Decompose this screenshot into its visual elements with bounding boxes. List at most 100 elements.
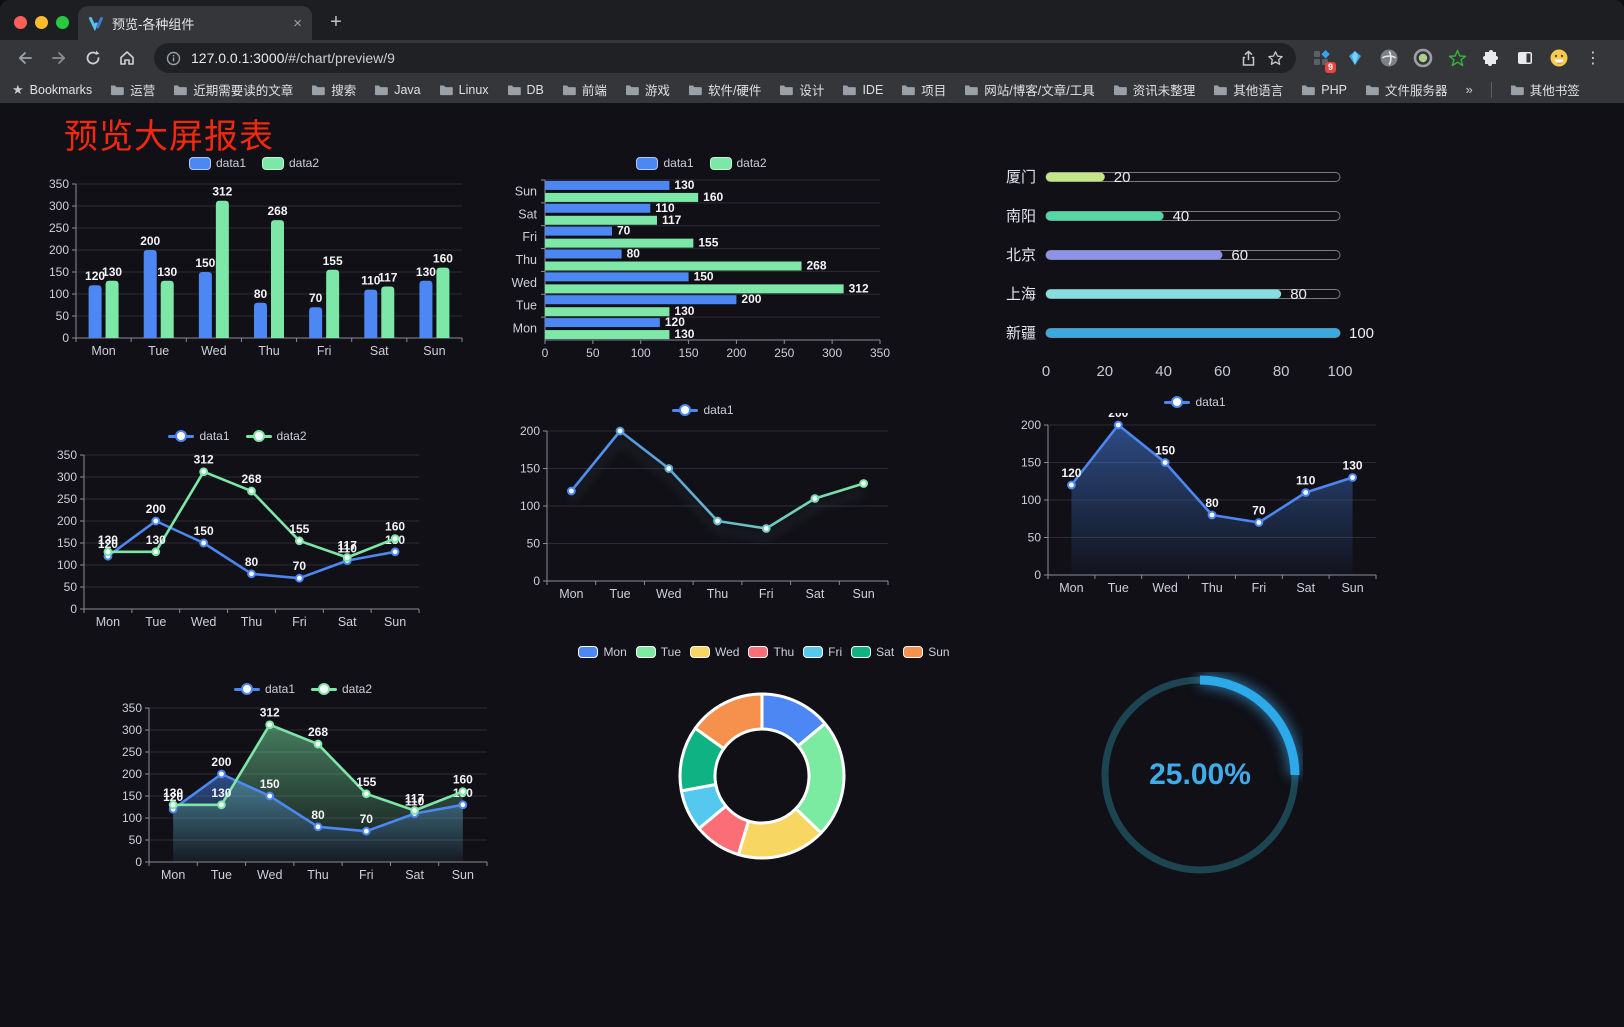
data-point[interactable] bbox=[1207, 510, 1217, 520]
bar[interactable] bbox=[271, 220, 284, 338]
data-point[interactable] bbox=[294, 573, 304, 583]
bookmark-folder[interactable]: 文件服务器 bbox=[1365, 80, 1447, 99]
data-point[interactable] bbox=[859, 479, 869, 488]
legend-item[interactable]: Fri bbox=[803, 645, 842, 659]
bookmark-folder[interactable]: DB bbox=[507, 83, 544, 97]
new-tab-button[interactable] bbox=[322, 8, 350, 36]
data-point[interactable] bbox=[410, 806, 419, 815]
data-point[interactable] bbox=[247, 569, 256, 579]
data-point[interactable] bbox=[294, 536, 304, 546]
bar[interactable] bbox=[309, 307, 323, 338]
legend-item[interactable]: data1 bbox=[188, 156, 246, 170]
bookmarks-root[interactable]: Bookmarks bbox=[12, 82, 93, 98]
bookmark-folder[interactable]: 资讯未整理 bbox=[1113, 80, 1195, 99]
data-point[interactable] bbox=[1113, 420, 1123, 430]
data-point[interactable] bbox=[168, 800, 178, 810]
bar[interactable] bbox=[143, 250, 157, 338]
data-point[interactable] bbox=[217, 800, 226, 810]
data-point[interactable] bbox=[458, 787, 468, 796]
data-point[interactable] bbox=[361, 789, 371, 799]
data-point[interactable] bbox=[1160, 458, 1170, 467]
data-point[interactable] bbox=[265, 791, 275, 801]
legend-item[interactable]: data1 bbox=[168, 429, 230, 443]
legend-item[interactable]: Sun bbox=[903, 645, 950, 659]
extension-knot-icon[interactable] bbox=[1376, 45, 1402, 71]
data-point[interactable] bbox=[313, 822, 323, 832]
area-line-chart[interactable]: data1 0 50 100 150 200 Mon Tue Wed Thu Fri Sat Sun 12… bbox=[1000, 391, 1390, 606]
gradient-line-chart[interactable]: data1 0 50 100 150 200 Mon Tue Wed Thu Fri Sat Sun bbox=[503, 399, 903, 616]
bar[interactable] bbox=[160, 280, 174, 338]
legend-item[interactable]: data1 bbox=[636, 156, 694, 170]
bar[interactable] bbox=[545, 330, 670, 340]
legend-item[interactable]: data1 bbox=[1164, 395, 1226, 409]
extension-record-icon[interactable] bbox=[1410, 45, 1436, 71]
progress-fill[interactable] bbox=[1046, 172, 1105, 182]
bookmark-folder[interactable]: 前端 bbox=[562, 80, 607, 99]
chart-canvas[interactable]: 0 50 100 150 200 250 300 350 Mon Tue Wed Thu Fri Sat S… bbox=[103, 700, 503, 888]
data-point[interactable] bbox=[458, 800, 468, 810]
bookmark-folder[interactable]: 近期需要读的文章 bbox=[173, 80, 293, 99]
data-point[interactable] bbox=[151, 516, 161, 526]
data-point[interactable] bbox=[566, 486, 576, 496]
share-icon[interactable] bbox=[1240, 50, 1257, 67]
zoom-window-button[interactable] bbox=[56, 16, 69, 29]
data-point[interactable] bbox=[664, 464, 674, 473]
data-point[interactable] bbox=[247, 486, 256, 496]
legend-item[interactable]: data2 bbox=[245, 429, 307, 443]
bookmark-folder[interactable]: Linux bbox=[439, 83, 489, 97]
bookmark-folder[interactable]: 网站/博客/文章/工具 bbox=[964, 80, 1095, 99]
line-series[interactable] bbox=[570, 429, 865, 530]
chart-canvas[interactable]: 0 50 100 150 200 Mon Tue Wed Thu Fri Sat Sun 120 200 1… bbox=[1000, 406, 1390, 601]
data-point[interactable] bbox=[615, 426, 625, 436]
legend-item[interactable]: Thu bbox=[748, 645, 794, 659]
legend-item[interactable]: data2 bbox=[311, 682, 372, 696]
bar[interactable] bbox=[545, 226, 612, 236]
bookmark-folder[interactable]: 项目 bbox=[901, 80, 946, 99]
bar[interactable] bbox=[545, 284, 844, 294]
grouped-bar-chart[interactable]: data1 data2 0 50 100 150 200 250 300 350 Mon Tue Wed… bbox=[38, 152, 470, 369]
data-point[interactable] bbox=[1301, 488, 1311, 497]
chart-canvas[interactable]: 0 50 100 150 200 Mon Tue Wed Thu Fri Sat Sun bbox=[503, 421, 903, 611]
browser-menu-icon[interactable] bbox=[1580, 45, 1606, 71]
bookmark-folder[interactable]: 搜索 bbox=[311, 80, 356, 99]
data-point[interactable] bbox=[390, 534, 400, 543]
forward-button[interactable] bbox=[44, 43, 74, 73]
legend-item[interactable]: data2 bbox=[262, 156, 319, 170]
bookmark-folder[interactable]: 设计 bbox=[779, 80, 824, 99]
chart-canvas[interactable] bbox=[572, 663, 956, 895]
data-point[interactable] bbox=[1067, 480, 1076, 490]
legend-item[interactable]: data1 bbox=[672, 403, 734, 417]
chart-canvas[interactable]: 0 50 100 150 200 250 300 350 Mon Tue Wed Thu Fri Sat S… bbox=[40, 447, 435, 635]
bookmark-folder[interactable]: 游戏 bbox=[625, 80, 670, 99]
bar[interactable] bbox=[381, 286, 395, 338]
data-point[interactable] bbox=[199, 467, 209, 477]
data-point[interactable] bbox=[713, 516, 722, 526]
bar[interactable] bbox=[545, 215, 657, 225]
bar[interactable] bbox=[545, 295, 737, 305]
extension-gem-icon[interactable] bbox=[1342, 45, 1368, 71]
bar[interactable] bbox=[254, 302, 267, 338]
bar[interactable] bbox=[545, 261, 802, 271]
tab-close-icon[interactable] bbox=[293, 15, 302, 32]
progress-fill[interactable] bbox=[1046, 250, 1223, 260]
bar[interactable] bbox=[545, 318, 660, 328]
bar[interactable] bbox=[198, 272, 212, 338]
data-point[interactable] bbox=[103, 547, 113, 557]
progress-fill[interactable] bbox=[1046, 289, 1282, 299]
bookmark-star-icon[interactable] bbox=[1267, 50, 1284, 67]
data-point[interactable] bbox=[810, 494, 820, 503]
progress-fill[interactable] bbox=[1046, 328, 1340, 338]
two-series-area-chart[interactable]: data1 data2 0 50 100 150 200 250 300 350 Mon Tue Wed… bbox=[103, 678, 503, 893]
home-button[interactable] bbox=[112, 43, 142, 73]
emoji-extension-icon[interactable] bbox=[1546, 45, 1572, 71]
bookmarks-overflow-icon[interactable]: » bbox=[1465, 82, 1473, 97]
browser-tab[interactable]: 预览-各种组件 bbox=[78, 6, 312, 40]
data-point[interactable] bbox=[151, 547, 161, 557]
legend-item[interactable]: data1 bbox=[233, 682, 295, 696]
data-point[interactable] bbox=[265, 720, 275, 730]
extension-grid-icon[interactable]: 9 bbox=[1308, 45, 1336, 73]
site-info-icon[interactable] bbox=[166, 51, 181, 66]
bar[interactable] bbox=[545, 249, 622, 259]
data-point[interactable] bbox=[342, 553, 352, 562]
legend-item[interactable]: Mon bbox=[578, 645, 627, 659]
